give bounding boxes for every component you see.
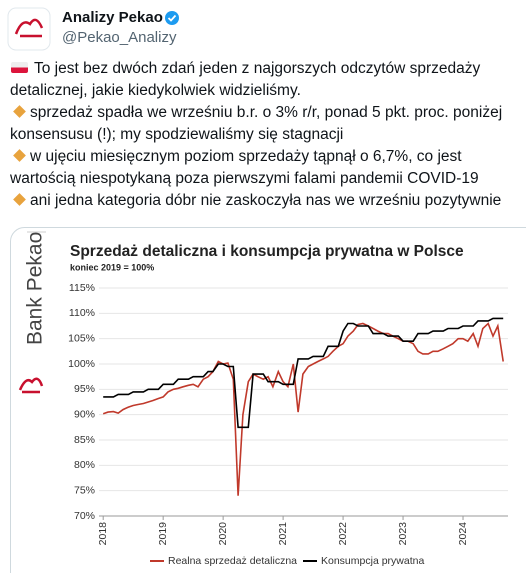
x-tick-label: 2024 xyxy=(457,522,469,546)
verified-check xyxy=(167,14,177,22)
series-line xyxy=(102,322,504,496)
y-tick-label: 100% xyxy=(68,358,95,370)
avatar xyxy=(7,7,51,51)
bullet xyxy=(13,105,26,118)
text: To jest bez dwóch zdań jeden z najgorszy… xyxy=(10,60,481,99)
paragraph: sprzedaż spadła we wrześniu b.r. o 3% r/… xyxy=(10,102,520,146)
paragraph: w ujęciu miesięcznym poziom sprzedaży tą… xyxy=(10,146,520,190)
author-name[interactable]: Analizy Pekao xyxy=(62,9,163,26)
paragraph: To jest bez dwóch zdań jeden z najgorszy… xyxy=(10,58,520,102)
legend-label: Realna sprzedaż detaliczna xyxy=(168,555,297,567)
text: sprzedaż spadła we wrześniu b.r. o 3% r/… xyxy=(10,104,503,143)
text: w ujęciu miesięcznym poziom sprzedaży tą… xyxy=(10,148,479,187)
y-tick-label: 80% xyxy=(74,459,95,471)
y-tick-label: 75% xyxy=(74,484,95,496)
tweet-text: To jest bez dwóch zdań jeden z najgorszy… xyxy=(10,58,520,212)
x-tick-label: 2022 xyxy=(337,522,349,546)
y-tick-label: 95% xyxy=(74,383,95,395)
x-tick-label: 2023 xyxy=(397,522,409,546)
legend-label: Konsumpcja prywatna xyxy=(321,555,424,567)
chart-subtitle: koniec 2019 = 100% xyxy=(70,262,154,272)
verified-badge xyxy=(165,11,179,25)
series-line xyxy=(103,317,504,429)
x-tick-label: 2019 xyxy=(157,522,169,546)
x-tick-label: 2020 xyxy=(217,522,229,546)
y-tick-label: 105% xyxy=(68,332,95,344)
bullet xyxy=(13,193,26,206)
y-tick-label: 70% xyxy=(74,510,95,522)
image-card xyxy=(10,227,526,573)
x-tick-label: 2018 xyxy=(97,522,109,546)
x-tick-label: 2021 xyxy=(277,522,289,546)
text: ani jedna kategoria dóbr nie zaskoczyła … xyxy=(30,192,502,209)
y-tick-label: 85% xyxy=(74,434,95,446)
brand-logo xyxy=(18,377,44,394)
y-tick-label: 90% xyxy=(74,408,95,420)
paragraph: ani jedna kategoria dóbr nie zaskoczyła … xyxy=(10,190,520,212)
bullet xyxy=(13,149,26,162)
author-handle[interactable]: @Pekao_Analizy xyxy=(62,29,177,46)
y-tick-label: 110% xyxy=(69,307,95,319)
chart-title: Sprzedaż detaliczna i konsumpcja prywatn… xyxy=(70,243,464,260)
flag xyxy=(11,62,28,73)
y-tick-label: 115% xyxy=(69,282,95,294)
brand: Bank Pekao xyxy=(24,232,47,345)
avatar-logo xyxy=(14,18,44,38)
